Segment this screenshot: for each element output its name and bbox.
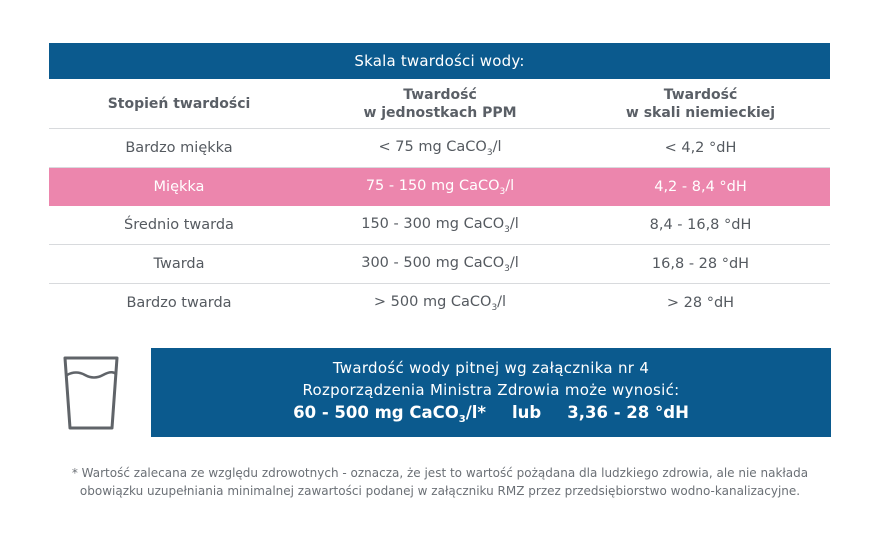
footnote: * Wartość zalecana ze względu zdrowotnyc…	[40, 464, 840, 500]
info-line-2: Rozporządzenia Ministra Zdrowia może wyn…	[302, 381, 680, 399]
header-ppm: Twardość w jednostkach PPM	[309, 86, 571, 122]
header-ppm-line2: w jednostkach PPM	[363, 104, 517, 121]
row-dh: < 4,2 °dH	[664, 140, 737, 156]
row-dh: > 28 °dH	[666, 295, 735, 311]
info-range-dh: 3,36 - 28 °dH	[567, 403, 689, 422]
row-ppm: > 500 mg CaCO3/l	[373, 293, 507, 313]
table-header-row: Stopień twardości Twardość w jednostkach…	[49, 79, 830, 129]
table-row: Bardzo twarda > 500 mg CaCO3/l > 28 °dH	[49, 284, 830, 322]
row-level: Twarda	[153, 256, 205, 272]
footnote-line-1: * Wartość zalecana ze względu zdrowotnyc…	[71, 466, 809, 480]
table-row: Bardzo miękka < 75 mg CaCO3/l < 4,2 °dH	[49, 129, 830, 168]
row-ppm: 75 - 150 mg CaCO3/l	[365, 177, 515, 197]
row-dh: 4,2 - 8,4 °dH	[654, 179, 747, 195]
info-range-ppm: 60 - 500 mg CaCO3/l*	[293, 403, 487, 425]
table-row-highlighted: Miękka 75 - 150 mg CaCO3/l 4,2 - 8,4 °dH	[49, 168, 830, 206]
water-glass-icon	[63, 356, 119, 430]
info-range-or: lub	[512, 403, 542, 422]
row-dh: 16,8 - 28 °dH	[651, 256, 750, 272]
row-level: Bardzo twarda	[126, 295, 232, 311]
header-level: Stopień twardości	[107, 95, 251, 112]
info-range: 60 - 500 mg CaCO3/l* lub 3,36 - 28 °dH	[151, 403, 831, 425]
table-row: Twarda 300 - 500 mg CaCO3/l 16,8 - 28 °d…	[49, 245, 830, 284]
row-ppm: < 75 mg CaCO3/l	[378, 138, 502, 158]
row-ppm: 150 - 300 mg CaCO3/l	[361, 215, 519, 235]
info-line-1: Twardość wody pitnej wg załącznika nr 4	[332, 359, 650, 377]
row-ppm: 300 - 500 mg CaCO3/l	[361, 254, 519, 274]
header-dh-line1: Twardość	[663, 86, 738, 103]
row-level: Średnio twarda	[124, 217, 234, 233]
table-title: Skala twardości wody:	[49, 43, 830, 79]
hardness-table: Skala twardości wody: Stopień twardości …	[49, 43, 830, 322]
header-dh-line2: w skali niemieckiej	[625, 104, 776, 121]
row-level: Bardzo miękka	[125, 140, 233, 156]
footnote-line-2: obowiązku uzupełniania minimalnej zawart…	[79, 484, 801, 498]
header-ppm-line1: Twardość	[403, 86, 477, 103]
drinking-water-info-box: Twardość wody pitnej wg załącznika nr 4 …	[151, 348, 831, 437]
header-dh: Twardość w skali niemieckiej	[571, 86, 830, 122]
row-dh: 8,4 - 16,8 °dH	[649, 217, 752, 233]
table-row: Średnio twarda 150 - 300 mg CaCO3/l 8,4 …	[49, 206, 830, 245]
row-level: Miękka	[153, 179, 205, 195]
